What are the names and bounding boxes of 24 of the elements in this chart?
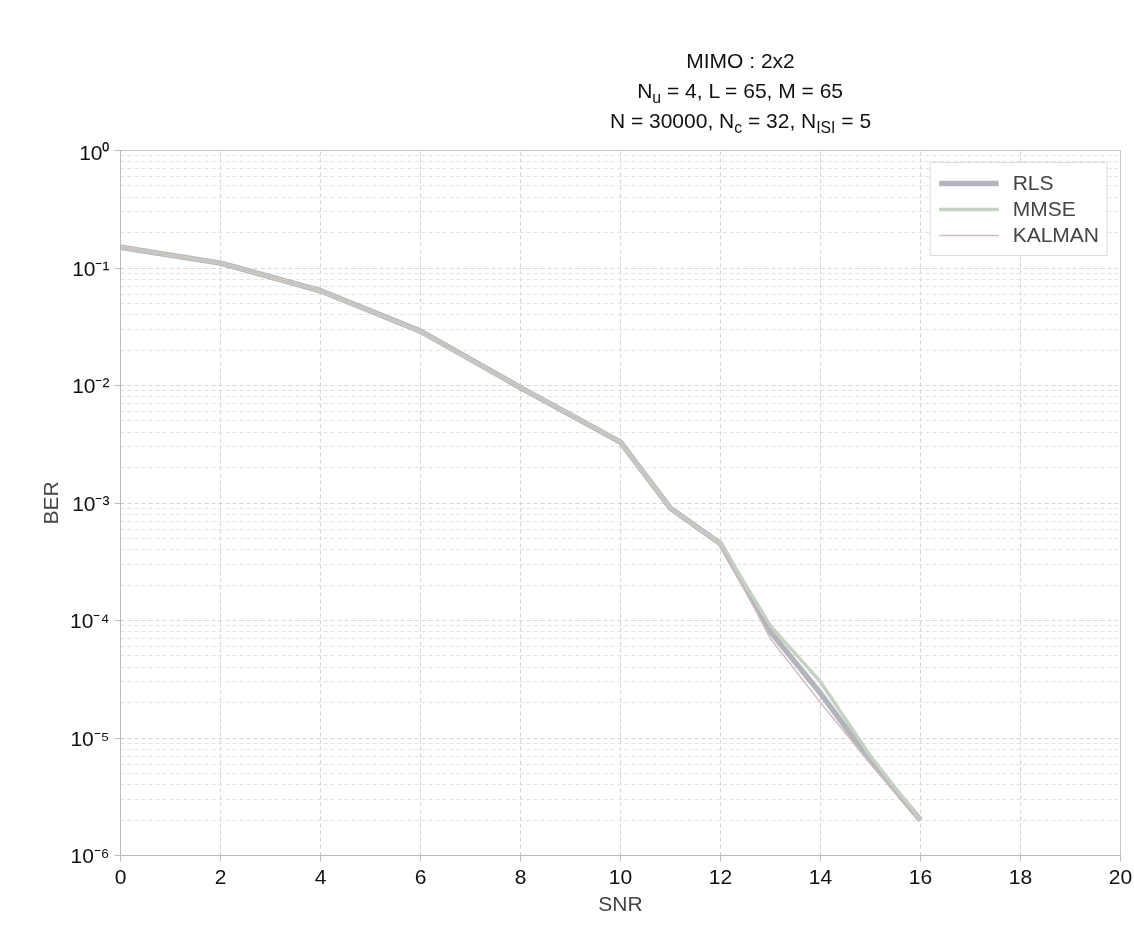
y-tick-label: 10⁻³ (72, 491, 110, 515)
x-tick-label: 4 (314, 864, 327, 888)
y-tick-label: 10⁻⁵ (70, 726, 110, 750)
y-tick-label: 10⁰ (79, 140, 110, 164)
x-tick-label: 16 (908, 864, 933, 888)
x-tick-label: 10 (608, 864, 633, 888)
y-tick-label: 10⁻¹ (72, 256, 110, 280)
x-tick-label: 8 (514, 864, 527, 888)
x-axis-title: SNR (598, 891, 643, 915)
x-tick-label: 18 (1008, 864, 1033, 888)
x-tick-label: 6 (414, 864, 427, 888)
x-tick-label: 12 (708, 864, 733, 888)
legend-label: KALMAN (1012, 223, 1099, 247)
legend-label: RLS (1012, 171, 1054, 195)
y-tick-label: 10⁻⁴ (70, 609, 110, 632)
x-tick-label: 20 (1108, 864, 1133, 888)
x-tick-label: 14 (808, 864, 833, 888)
x-tick-label: 2 (214, 864, 227, 888)
y-axis-title: BER (39, 481, 63, 525)
y-tick-label: 10⁻⁶ (70, 844, 110, 867)
y-tick-label: 10⁻² (72, 374, 110, 397)
chart-title: MIMO : 2x2 (686, 49, 795, 72)
x-tick-label: 0 (114, 864, 127, 888)
legend-label: MMSE (1012, 197, 1076, 221)
